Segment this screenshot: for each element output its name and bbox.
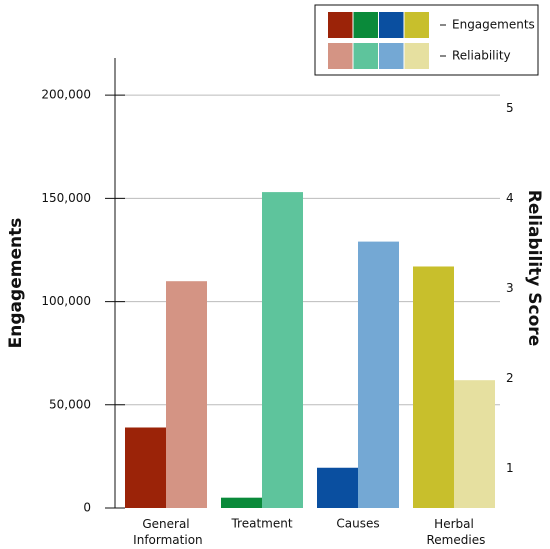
legend-swatch bbox=[353, 43, 378, 69]
x-tick-label: Causes bbox=[336, 517, 379, 531]
bar bbox=[358, 241, 399, 508]
y2-axis-title: Reliability Score bbox=[524, 190, 544, 346]
legend-label: Reliability bbox=[452, 49, 511, 63]
x-tick-label: Treatment bbox=[230, 517, 292, 531]
y-tick-label: 0 bbox=[83, 501, 91, 515]
x-tick-label: General Information bbox=[129, 517, 202, 547]
bar bbox=[221, 497, 262, 508]
y-tick-label: 200,000 bbox=[41, 88, 91, 102]
bar bbox=[413, 266, 454, 508]
y-tick-label: 50,000 bbox=[49, 397, 91, 411]
y2-tick-label: 3 bbox=[506, 281, 514, 295]
y2-tick-label: 1 bbox=[506, 461, 514, 475]
legend-label: Engagements bbox=[452, 18, 535, 32]
y2-tick-label: 5 bbox=[506, 101, 514, 115]
legend-swatch bbox=[328, 12, 353, 38]
bar bbox=[317, 467, 358, 508]
bar bbox=[262, 192, 303, 508]
y-axis-title: Engagements bbox=[6, 218, 26, 349]
x-tick-label: Herbal Remedies bbox=[423, 517, 486, 547]
legend-swatch bbox=[353, 12, 378, 38]
legend-swatch bbox=[328, 43, 353, 69]
legend-swatch bbox=[379, 12, 404, 38]
bar bbox=[166, 281, 207, 508]
legend-swatch bbox=[379, 43, 404, 69]
legend-swatch bbox=[404, 43, 429, 69]
bar bbox=[454, 380, 495, 508]
y2-tick-label: 4 bbox=[506, 191, 514, 205]
y-tick-label: 150,000 bbox=[41, 191, 91, 205]
y2-tick-label: 2 bbox=[506, 371, 514, 385]
legend-swatch bbox=[404, 12, 429, 38]
y-tick-label: 100,000 bbox=[41, 294, 91, 308]
bar bbox=[125, 427, 166, 508]
